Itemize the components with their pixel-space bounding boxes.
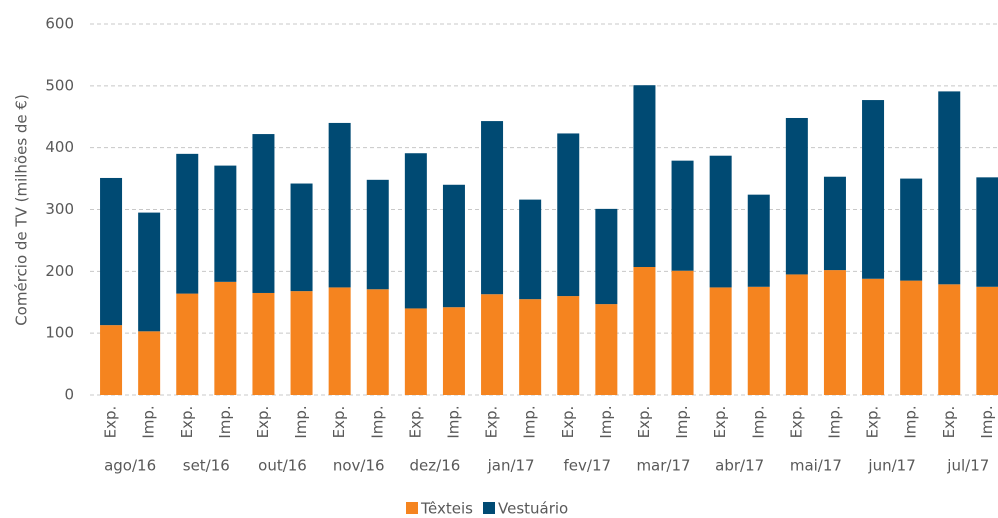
x-tick-label: Exp. bbox=[254, 406, 272, 439]
bar-segment bbox=[862, 278, 885, 395]
bar-segment bbox=[976, 177, 998, 287]
x-tick-label: Imp. bbox=[444, 405, 462, 438]
legend-swatch bbox=[483, 502, 495, 514]
bar-segment bbox=[214, 281, 237, 395]
x-tick-label: Exp. bbox=[635, 406, 653, 439]
group-label: nov/16 bbox=[333, 457, 385, 475]
x-tick-label: Exp. bbox=[940, 406, 958, 439]
bar-segment bbox=[709, 155, 732, 288]
x-tick-label: Exp. bbox=[711, 406, 729, 439]
y-tick-label: 300 bbox=[45, 200, 74, 218]
x-tick-label: Imp. bbox=[368, 405, 386, 438]
bar-segment bbox=[481, 121, 504, 295]
bar-segment bbox=[328, 122, 351, 288]
x-tick-label: Exp. bbox=[406, 406, 424, 439]
bar-segment bbox=[557, 133, 580, 297]
y-tick-label: 0 bbox=[64, 386, 74, 404]
bar-segment bbox=[176, 293, 199, 395]
bar-segment bbox=[176, 153, 199, 294]
bar-segment bbox=[823, 270, 846, 395]
bar-segment bbox=[671, 270, 694, 395]
bar-segment bbox=[595, 304, 618, 395]
group-label: abr/17 bbox=[715, 457, 764, 475]
bar-segment bbox=[633, 267, 656, 395]
x-tick-label: Imp. bbox=[749, 405, 767, 438]
bar-segment bbox=[442, 184, 465, 308]
group-label: dez/16 bbox=[410, 457, 461, 475]
bar-segment bbox=[100, 325, 123, 395]
x-tick-label: Exp. bbox=[102, 406, 120, 439]
legend-swatch bbox=[406, 502, 418, 514]
bar-segment bbox=[290, 183, 313, 292]
bar-segment bbox=[900, 178, 923, 281]
group-label: out/16 bbox=[258, 457, 307, 475]
bar-segment bbox=[366, 179, 389, 290]
x-tick-label: Exp. bbox=[864, 406, 882, 439]
bar-segment bbox=[138, 331, 161, 395]
x-tick-label: Exp. bbox=[330, 406, 348, 439]
bar-segment bbox=[785, 117, 808, 275]
group-label: jan/17 bbox=[487, 457, 535, 475]
bar-segment bbox=[328, 287, 351, 395]
bar-segment bbox=[100, 177, 123, 326]
x-tick-label: Imp. bbox=[597, 405, 615, 438]
y-tick-label: 200 bbox=[45, 262, 74, 280]
group-label: jul/17 bbox=[946, 457, 989, 475]
bar-segment bbox=[747, 194, 770, 287]
group-label: mai/17 bbox=[790, 457, 842, 475]
y-tick-label: 100 bbox=[45, 324, 74, 342]
legend-label: Têxteis bbox=[420, 500, 473, 518]
bar-segment bbox=[938, 284, 961, 395]
bar-segment bbox=[404, 308, 427, 395]
bar-segment bbox=[519, 199, 542, 300]
x-tick-label: Imp. bbox=[216, 405, 234, 438]
x-tick-label: Imp. bbox=[825, 405, 843, 438]
bar-segment bbox=[747, 286, 770, 395]
bar-segment bbox=[862, 100, 885, 279]
bar-segment bbox=[633, 85, 656, 268]
legend-label: Vestuário bbox=[498, 500, 568, 518]
bar-segment bbox=[595, 208, 618, 305]
bar-segment bbox=[709, 287, 732, 395]
bar-segment bbox=[823, 176, 846, 271]
y-tick-label: 500 bbox=[45, 76, 74, 94]
bar-segment bbox=[214, 165, 237, 282]
bar-segment bbox=[252, 134, 275, 293]
y-axis-label: Comércio de TV (milhões de €) bbox=[13, 94, 31, 326]
y-tick-label: 400 bbox=[45, 138, 74, 156]
y-tick-label: 600 bbox=[45, 15, 74, 33]
bar-segment bbox=[976, 286, 998, 395]
x-tick-label: Imp. bbox=[978, 405, 996, 438]
bar-segment bbox=[785, 274, 808, 395]
x-tick-label: Exp. bbox=[559, 406, 577, 439]
bar-segment bbox=[481, 294, 504, 395]
bar-segment bbox=[557, 296, 580, 395]
x-tick-label: Exp. bbox=[787, 406, 805, 439]
x-tick-label: Imp. bbox=[902, 405, 920, 438]
group-label: jun/17 bbox=[867, 457, 915, 475]
x-tick-label: Exp. bbox=[483, 406, 501, 439]
x-tick-label: Imp. bbox=[673, 405, 691, 438]
x-tick-label: Imp. bbox=[292, 405, 310, 438]
bar-segment bbox=[290, 291, 313, 395]
bar-segment bbox=[366, 289, 389, 395]
bar-segment bbox=[900, 280, 923, 395]
bar-segment bbox=[138, 212, 161, 332]
group-label: ago/16 bbox=[104, 457, 156, 475]
bar-segment bbox=[442, 307, 465, 395]
bar-segment bbox=[252, 292, 275, 395]
bar-segment bbox=[671, 160, 694, 271]
bar-segment bbox=[938, 91, 961, 285]
x-tick-label: Exp. bbox=[178, 406, 196, 439]
x-tick-label: Imp. bbox=[521, 405, 539, 438]
group-label: mar/17 bbox=[636, 457, 690, 475]
x-tick-label: Imp. bbox=[140, 405, 158, 438]
bar-segment bbox=[404, 153, 427, 309]
group-label: set/16 bbox=[183, 457, 230, 475]
bar-segment bbox=[519, 299, 542, 395]
group-label: fev/17 bbox=[564, 457, 612, 475]
